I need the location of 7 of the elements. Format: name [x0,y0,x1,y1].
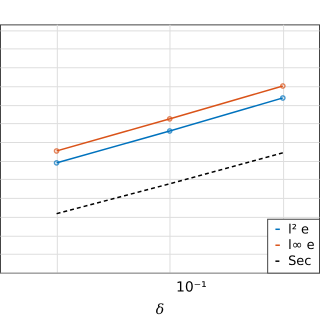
legend-label: l² e [288,222,309,238]
x-axis-title: δ [156,302,164,318]
point [166,128,173,134]
point [166,116,173,122]
text: 10⁻¹ [176,280,207,296]
legend-label: Sec [288,254,312,270]
legend-label: l∞ e [288,238,315,254]
